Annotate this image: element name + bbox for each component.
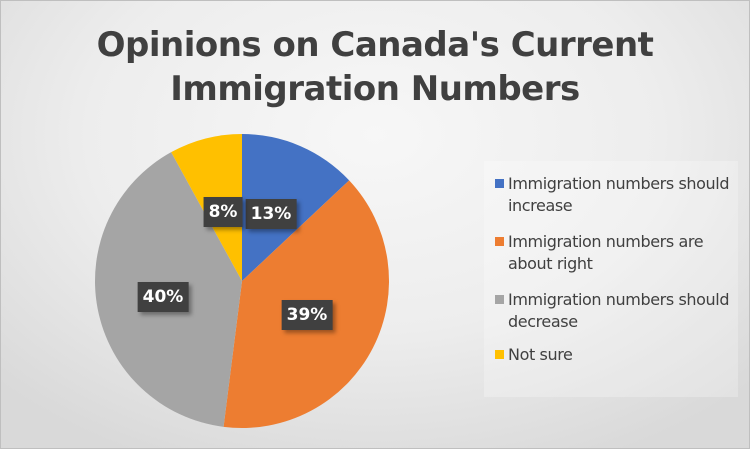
chart-title-line2: Immigration Numbers [170, 69, 580, 109]
legend-swatch-orange [495, 237, 504, 246]
legend-label: Not sure [508, 345, 573, 364]
legend-item-about-right: Immigration numbers are about right [495, 231, 738, 275]
data-label-decrease: 40% [137, 282, 189, 312]
legend-item-not-sure: Not sure [495, 344, 738, 366]
legend-swatch-gray [495, 295, 504, 304]
data-label-not-sure: 8% [203, 197, 243, 227]
legend-item-increase: Immigration numbers should increase [495, 173, 738, 217]
data-label-increase: 13% [245, 199, 297, 229]
legend-item-decrease: Immigration numbers should decrease [495, 289, 738, 333]
chart-title: Opinions on Canada's Current Immigration… [1, 23, 749, 111]
legend-label: Immigration numbers are about right [508, 232, 704, 273]
legend-label: Immigration numbers should decrease [508, 290, 730, 331]
legend-swatch-blue [495, 179, 504, 188]
data-label-about-right: 39% [281, 300, 333, 330]
chart-title-line1: Opinions on Canada's Current [96, 25, 654, 65]
legend: Immigration numbers should increase Immi… [484, 161, 738, 397]
legend-swatch-yellow [495, 350, 504, 359]
legend-label: Immigration numbers should increase [508, 174, 730, 215]
